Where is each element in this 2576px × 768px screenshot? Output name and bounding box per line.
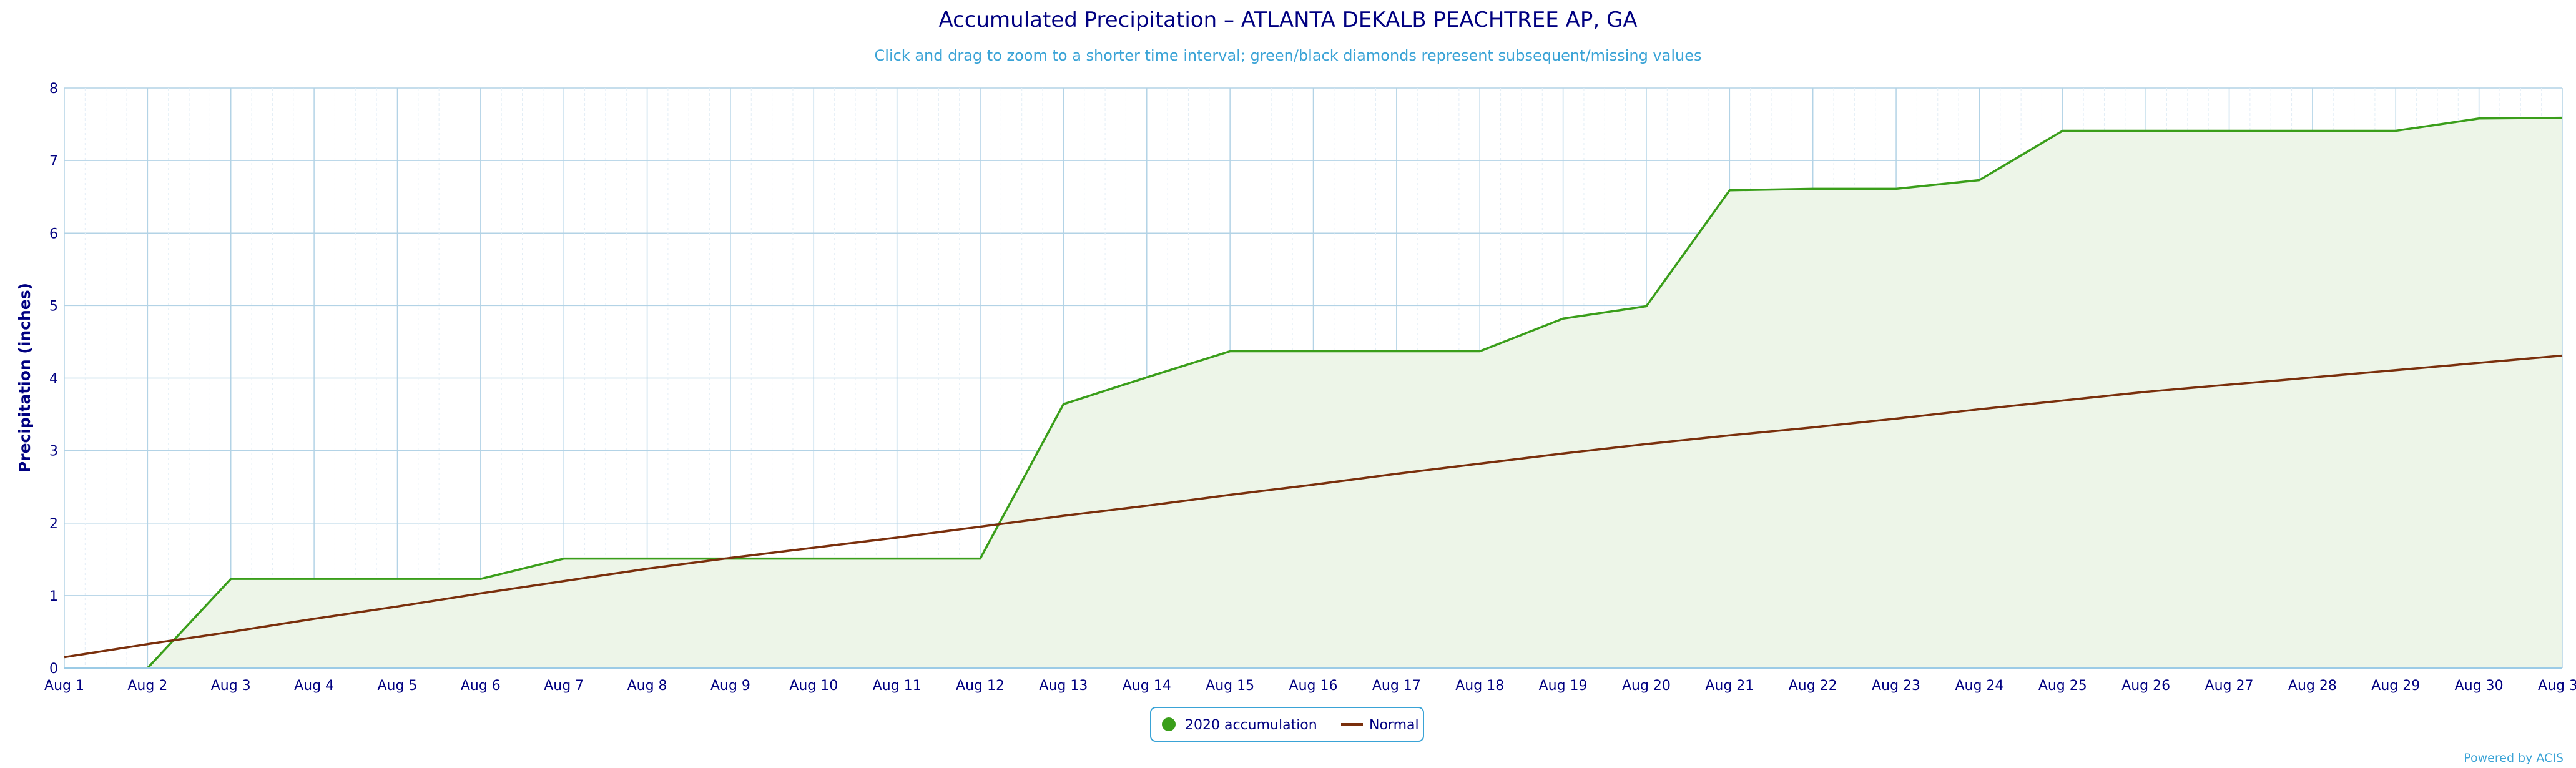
x-tick-label-13: Aug 13 <box>1039 678 1088 694</box>
x-tick-label-25: Aug 25 <box>2038 678 2087 694</box>
legend-normal-label: Normal <box>1369 717 1419 733</box>
x-tick-label-5: Aug 5 <box>377 678 417 694</box>
legend-box <box>1150 707 1424 742</box>
x-tick-label-14: Aug 14 <box>1123 678 1171 694</box>
y-tick-label-1: 1 <box>49 589 58 604</box>
x-tick-label-22: Aug 22 <box>1789 678 1837 694</box>
legend[interactable]: 2020 accumulation Normal <box>1150 707 1424 742</box>
x-tick-label-2: Aug 2 <box>127 678 167 694</box>
x-axis-ticks: Aug 1 Aug 2 Aug 3 Aug 4 Aug 5 Aug 6 Aug 7 Aug 8… <box>44 678 2576 694</box>
x-tick-label-4: Aug 4 <box>294 678 334 694</box>
x-tick-label-9: Aug 9 <box>710 678 750 694</box>
legend-item-normal[interactable]: Normal <box>1341 717 1419 733</box>
x-tick-label-17: Aug 17 <box>1372 678 1421 694</box>
chart-title: Accumulated Precipitation – ATLANTA DEKA… <box>938 7 1637 32</box>
y-tick-label-4: 4 <box>49 372 58 387</box>
x-tick-label-3: Aug 3 <box>211 678 251 694</box>
plot-area[interactable] <box>62 116 2564 670</box>
x-tick-label-15: Aug 15 <box>1206 678 1254 694</box>
y-tick-label-2: 2 <box>49 516 58 532</box>
y-tick-label-8: 8 <box>49 81 58 97</box>
x-tick-label-8: Aug 8 <box>627 678 667 694</box>
x-tick-label-10: Aug 10 <box>789 678 838 694</box>
y-tick-label-0: 0 <box>49 661 58 677</box>
legend-item-accumulation[interactable]: 2020 accumulation <box>1162 717 1317 733</box>
x-tick-label-11: Aug 11 <box>873 678 922 694</box>
x-tick-label-18: Aug 18 <box>1455 678 1504 694</box>
x-tick-label-24: Aug 24 <box>1955 678 2003 694</box>
x-tick-label-23: Aug 23 <box>1872 678 1920 694</box>
x-tick-label-30: Aug 30 <box>2455 678 2504 694</box>
accumulation-series-line <box>64 116 2563 669</box>
legend-accumulation-marker <box>1162 717 1176 731</box>
y-tick-label-7: 7 <box>49 154 58 169</box>
x-tick-label-12: Aug 12 <box>956 678 1005 694</box>
normal-series-line <box>64 354 2563 659</box>
legend-accumulation-label: 2020 accumulation <box>1185 717 1317 733</box>
x-tick-label-1: Aug 1 <box>44 678 84 694</box>
x-tick-label-21: Aug 21 <box>1705 678 1754 694</box>
x-tick-label-6: Aug 6 <box>461 678 501 694</box>
x-tick-label-28: Aug 28 <box>2288 678 2337 694</box>
chart-subtitle: Click and drag to zoom to a shorter time… <box>875 47 1702 64</box>
x-tick-label-19: Aug 19 <box>1539 678 1588 694</box>
credits-link[interactable]: Powered by ACIS <box>2464 751 2564 765</box>
x-tick-label-29: Aug 29 <box>2371 678 2420 694</box>
x-tick-label-26: Aug 26 <box>2121 678 2170 694</box>
y-tick-label-3: 3 <box>49 444 58 460</box>
accumulation-area-fill <box>64 117 2562 668</box>
y-tick-label-6: 6 <box>49 226 58 242</box>
x-tick-label-7: Aug 7 <box>544 678 584 694</box>
x-tick-label-20: Aug 20 <box>1622 678 1671 694</box>
x-tick-label-31: Aug 31 <box>2538 678 2576 694</box>
y-axis-ticks: 0 1 2 3 4 5 6 7 8 <box>49 81 58 677</box>
x-tick-label-27: Aug 27 <box>2205 678 2254 694</box>
x-tick-label-16: Aug 16 <box>1289 678 1338 694</box>
y-tick-label-5: 5 <box>49 298 58 314</box>
y-axis-label: Precipitation (inches) <box>16 283 34 473</box>
